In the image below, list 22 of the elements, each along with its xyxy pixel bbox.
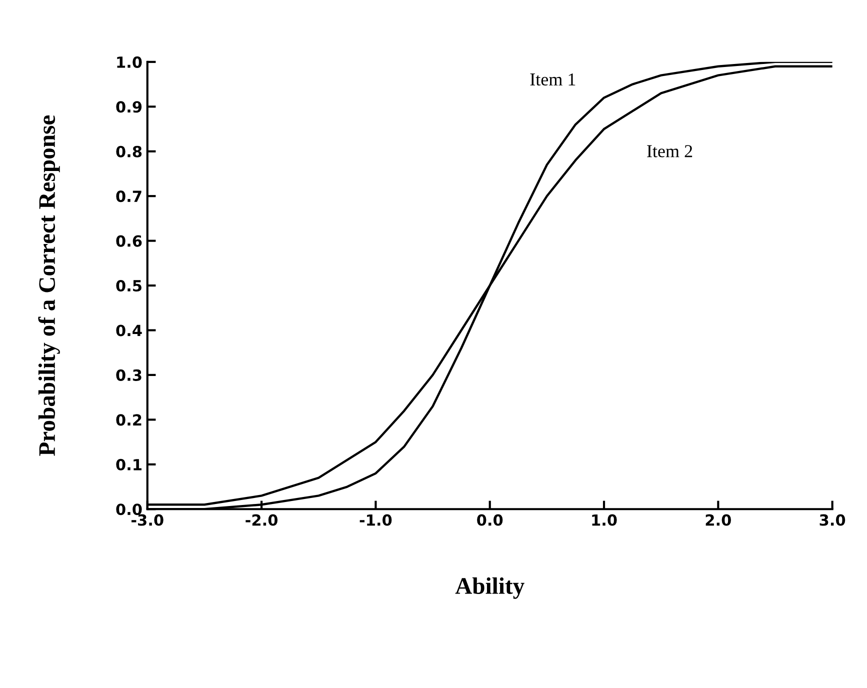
y-tick-label: 0.3: [116, 369, 142, 381]
y-tick-label: 0.6: [116, 235, 142, 247]
y-tick-label: 0.4: [116, 324, 142, 336]
y-tick-label: 0.8: [116, 146, 142, 158]
x-tick-label: 1.0: [592, 514, 617, 526]
y-tick-label: 0.7: [116, 190, 142, 202]
x-tick-label: 3.0: [820, 514, 846, 526]
series-label: Item 1: [530, 73, 576, 86]
x-axis-title: Ability: [455, 577, 524, 599]
x-tick-label: 2.0: [706, 514, 731, 526]
x-tick-label: -1.0: [360, 514, 392, 526]
y-axis-title: Probability of a Correct Response: [38, 115, 60, 456]
y-tick-label: 0.5: [116, 280, 142, 292]
x-tick-label: -3.0: [132, 514, 164, 526]
y-tick-label: 0.0: [116, 504, 142, 516]
y-tick-label: 0.2: [116, 414, 142, 426]
text: Item 2: [647, 145, 692, 158]
y-tick-label: 0.1: [116, 458, 142, 470]
y-tick-label: 1.0: [117, 56, 142, 68]
x-tick-label: 0.0: [477, 514, 503, 526]
x-tick-label: -2.0: [246, 514, 278, 526]
y-tick-label: 0.9: [116, 101, 142, 113]
